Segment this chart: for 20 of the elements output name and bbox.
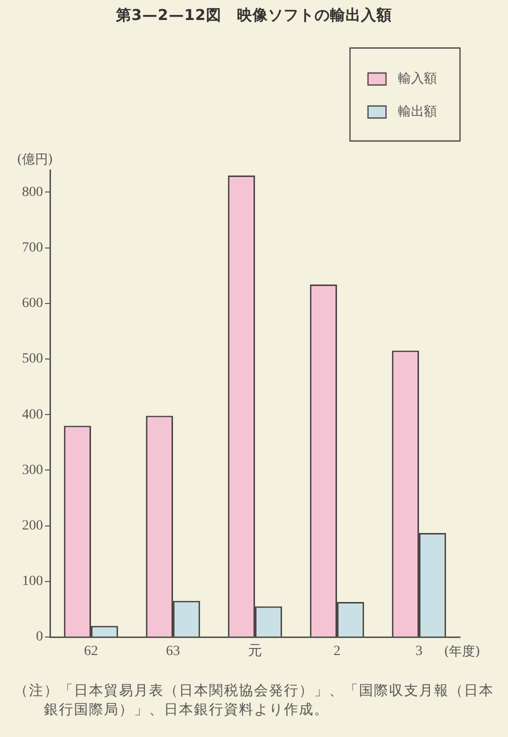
y-tick-label: 800: [22, 184, 43, 200]
x-axis-title: (年度): [444, 643, 480, 660]
x-tick-label: 63: [166, 644, 180, 660]
legend-label: 輸入額: [398, 71, 437, 86]
x-tick-label: 元: [248, 644, 262, 660]
x-tick-label: 3: [416, 644, 422, 660]
y-tick-label: 200: [22, 518, 43, 534]
x-tick-label: 62: [84, 644, 98, 660]
text: （注）「日本貿易月表（日本関税協会発行）」、「国際収支月報（日本銀行国際局）」、日本銀行資料より作成。: [14, 682, 495, 720]
legend-label: 輸出額: [398, 104, 437, 120]
chart-title: 第3—2—12図 映像ソフトの輸出入額: [114, 6, 394, 25]
y-tick-label: 300: [22, 462, 43, 478]
x-tick-label: 2: [334, 644, 340, 660]
y-tick-label: 700: [22, 240, 43, 256]
y-axis-title: (億円): [16, 152, 53, 168]
y-tick-label: 500: [22, 352, 43, 367]
y-tick-label: 400: [22, 407, 43, 422]
y-tick-label: 0: [36, 630, 43, 645]
y-tick-label: 100: [22, 574, 43, 590]
y-tick-label: 600: [22, 296, 43, 312]
